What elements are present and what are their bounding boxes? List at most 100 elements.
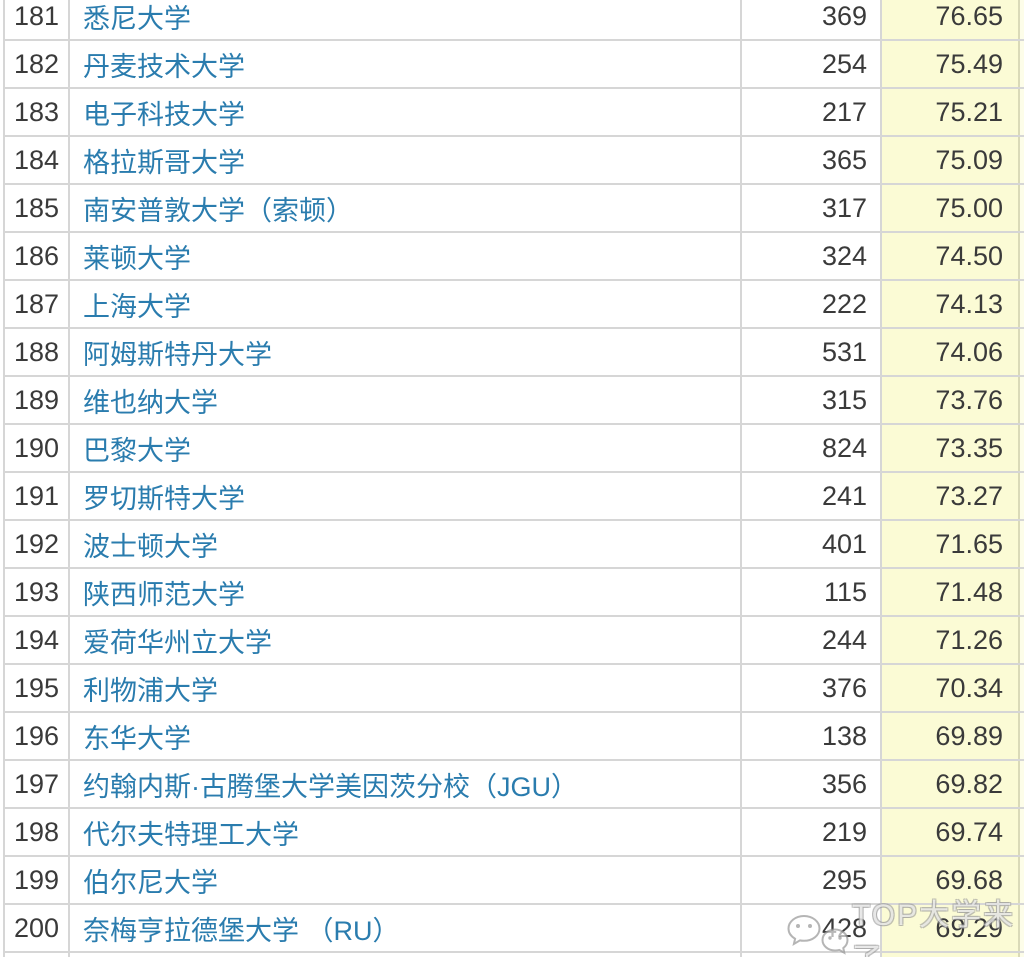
table-edge-sliver: [1020, 713, 1024, 759]
rank-cell: 199: [5, 857, 70, 903]
count-cell: 531: [742, 329, 882, 375]
university-name-cell: 电子科技大学: [70, 89, 742, 135]
university-name-cell: 罗切斯特大学: [70, 473, 742, 519]
rank-cell: [5, 953, 70, 957]
university-name-cell: 波士顿大学: [70, 521, 742, 567]
table-row: 181 悉尼大学 369 76.65: [5, 0, 1024, 41]
university-name-cell: 约翰内斯·古腾堡大学美因茨分校（JGU）: [70, 761, 742, 807]
score-cell: 70.34: [882, 665, 1020, 711]
rank-cell: 194: [5, 617, 70, 663]
count-cell: 376: [742, 665, 882, 711]
score-cell: 69.82: [882, 761, 1020, 807]
university-name-cell: 丹麦技术大学: [70, 41, 742, 87]
table-row: 188 阿姆斯特丹大学 531 74.06: [5, 329, 1024, 377]
university-ranking-table: 181 悉尼大学 369 76.65 182 丹麦技术大学 254 75.49 …: [3, 0, 1024, 957]
count-cell: 222: [742, 281, 882, 327]
score-cell: 73.27: [882, 473, 1020, 519]
table-row: 200 奈梅亨拉德堡大学 （RU） 428 69.29: [5, 905, 1024, 953]
university-name-cell: 阿姆斯特丹大学: [70, 329, 742, 375]
count-cell: 317: [742, 185, 882, 231]
university-name-cell: 莱顿大学: [70, 233, 742, 279]
university-name-cell: 格拉斯哥大学: [70, 137, 742, 183]
count-cell: 295: [742, 857, 882, 903]
score-cell: 75.21: [882, 89, 1020, 135]
count-cell: 241: [742, 473, 882, 519]
table-row: 189 维也纳大学 315 73.76: [5, 377, 1024, 425]
table-row: 190 巴黎大学 824 73.35: [5, 425, 1024, 473]
table-row: 196 东华大学 138 69.89: [5, 713, 1024, 761]
score-cell: 69.29: [882, 905, 1020, 951]
university-name-cell: 维也纳大学: [70, 377, 742, 423]
rank-cell: 185: [5, 185, 70, 231]
university-name-cell: 东华大学: [70, 713, 742, 759]
count-cell: 401: [742, 521, 882, 567]
table-row: 186 莱顿大学 324 74.50: [5, 233, 1024, 281]
score-cell: 75.09: [882, 137, 1020, 183]
table-edge-sliver: [1020, 377, 1024, 423]
rank-cell: 192: [5, 521, 70, 567]
rank-cell: 183: [5, 89, 70, 135]
count-cell: 365: [742, 137, 882, 183]
table-row: 187 上海大学 222 74.13: [5, 281, 1024, 329]
count-cell: 369: [742, 0, 882, 39]
table-edge-sliver: [1020, 953, 1024, 957]
table-row: 193 陕西师范大学 115 71.48: [5, 569, 1024, 617]
table-edge-sliver: [1020, 329, 1024, 375]
score-cell: 76.65: [882, 0, 1020, 39]
table-row: 184 格拉斯哥大学 365 75.09: [5, 137, 1024, 185]
count-cell: 356: [742, 761, 882, 807]
table-edge-sliver: [1020, 0, 1024, 39]
score-cell: 73.76: [882, 377, 1020, 423]
table-row: 185 南安普敦大学（索顿） 317 75.00: [5, 185, 1024, 233]
table-edge-sliver: [1020, 761, 1024, 807]
table-edge-sliver: [1020, 185, 1024, 231]
rank-cell: 197: [5, 761, 70, 807]
rank-cell: 200: [5, 905, 70, 951]
university-name-cell: 陕西师范大学: [70, 569, 742, 615]
rank-cell: 193: [5, 569, 70, 615]
table-edge-sliver: [1020, 233, 1024, 279]
score-cell: 74.06: [882, 329, 1020, 375]
table-edge-sliver: [1020, 569, 1024, 615]
table-row-partial: [5, 953, 1024, 957]
university-name-cell: 巴黎大学: [70, 425, 742, 471]
university-name-cell: [70, 953, 742, 957]
university-name-cell: 爱荷华州立大学: [70, 617, 742, 663]
score-cell: 69.89: [882, 713, 1020, 759]
rank-cell: 195: [5, 665, 70, 711]
table-row: 194 爱荷华州立大学 244 71.26: [5, 617, 1024, 665]
university-name-cell: 上海大学: [70, 281, 742, 327]
rank-cell: 196: [5, 713, 70, 759]
rank-cell: 189: [5, 377, 70, 423]
rank-cell: 187: [5, 281, 70, 327]
table-row: 199 伯尔尼大学 295 69.68: [5, 857, 1024, 905]
rank-cell: 198: [5, 809, 70, 855]
count-cell: 824: [742, 425, 882, 471]
table-edge-sliver: [1020, 137, 1024, 183]
table-row: 183 电子科技大学 217 75.21: [5, 89, 1024, 137]
table-edge-sliver: [1020, 665, 1024, 711]
table-edge-sliver: [1020, 281, 1024, 327]
rank-cell: 188: [5, 329, 70, 375]
count-cell: 138: [742, 713, 882, 759]
table-edge-sliver: [1020, 857, 1024, 903]
table-row: 182 丹麦技术大学 254 75.49: [5, 41, 1024, 89]
table-edge-sliver: [1020, 425, 1024, 471]
rank-cell: 182: [5, 41, 70, 87]
table-row: 195 利物浦大学 376 70.34: [5, 665, 1024, 713]
rank-cell: 191: [5, 473, 70, 519]
table-edge-sliver: [1020, 809, 1024, 855]
score-cell: 75.49: [882, 41, 1020, 87]
score-cell: 69.74: [882, 809, 1020, 855]
rank-cell: 186: [5, 233, 70, 279]
university-name-cell: 代尔夫特理工大学: [70, 809, 742, 855]
table-edge-sliver: [1020, 41, 1024, 87]
score-cell: 69.68: [882, 857, 1020, 903]
table-rows: 181 悉尼大学 369 76.65 182 丹麦技术大学 254 75.49 …: [5, 0, 1024, 953]
count-cell: 217: [742, 89, 882, 135]
count-cell: 324: [742, 233, 882, 279]
university-name-cell: 奈梅亨拉德堡大学 （RU）: [70, 905, 742, 951]
table-edge-sliver: [1020, 521, 1024, 567]
score-cell: 71.65: [882, 521, 1020, 567]
university-name-cell: 利物浦大学: [70, 665, 742, 711]
